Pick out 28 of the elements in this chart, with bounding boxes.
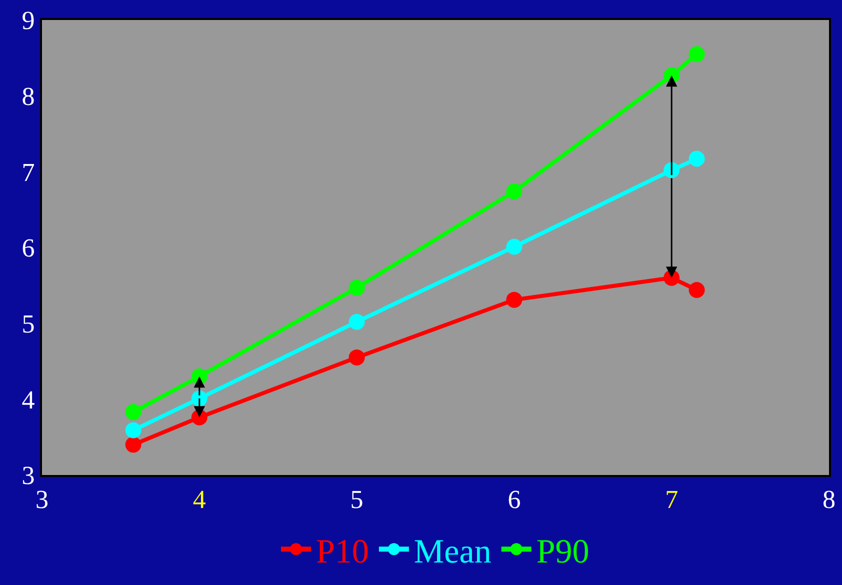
- x-tick-label: 4: [192, 485, 206, 514]
- legend-label: P90: [536, 533, 590, 570]
- point: [348, 314, 365, 330]
- x-tick-label: 7: [665, 485, 678, 514]
- y-tick-label: 4: [22, 385, 35, 414]
- point: [506, 292, 522, 308]
- point: [688, 282, 705, 298]
- point: [125, 422, 142, 438]
- point: [125, 404, 142, 420]
- point: [664, 162, 680, 178]
- point: [506, 238, 522, 255]
- legend-label: Mean: [414, 533, 492, 570]
- x-tick-label: 6: [508, 485, 521, 514]
- point: [506, 183, 522, 200]
- y-tick-label: 8: [22, 82, 35, 111]
- y-tick-label: 6: [22, 234, 35, 263]
- x-tick-label: 8: [822, 485, 836, 514]
- y-tick-label: 9: [22, 6, 35, 36]
- point: [348, 280, 365, 296]
- legend-label: P10: [316, 533, 369, 570]
- point: [688, 46, 705, 62]
- y-tick-label: 7: [22, 158, 35, 187]
- point: [688, 150, 705, 167]
- y-tick-label: 3: [22, 461, 35, 490]
- point: [125, 436, 142, 453]
- point: [348, 349, 365, 366]
- x-tick-label: 5: [350, 485, 364, 514]
- y-tick-label: 5: [22, 309, 35, 338]
